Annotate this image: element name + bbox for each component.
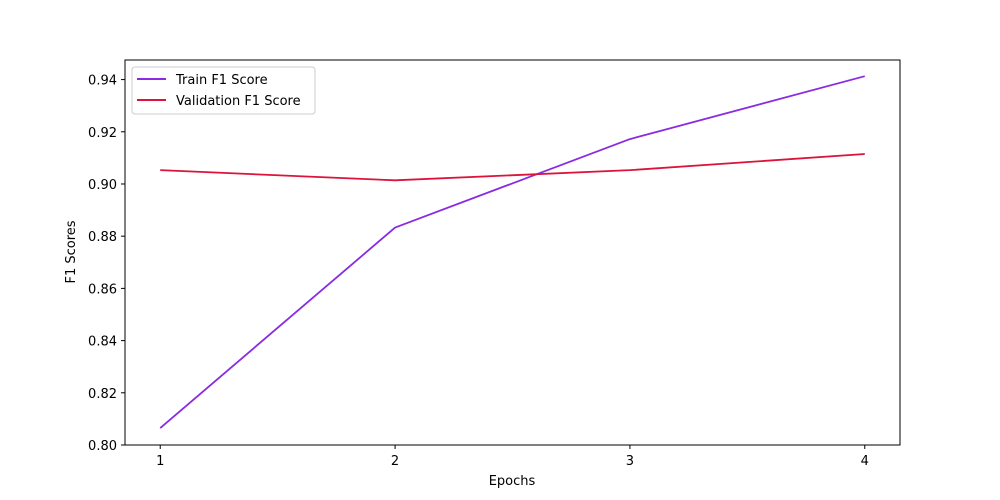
legend-label-validation: Validation F1 Score [176,94,301,109]
train-f1-line [159,75,866,429]
plot-frame [124,59,901,446]
y-tick-label: 0.82 [88,387,117,402]
y-tick-label: 0.92 [88,126,117,141]
x-tick-label: 2 [391,454,399,469]
y-tick-label: 0.88 [88,230,117,245]
x-tick-label: 1 [156,454,164,469]
y-axis-title: F1 Scores [64,220,79,283]
y-tick-label: 0.84 [88,335,117,350]
series-layer [159,75,866,429]
x-axis-title: Epochs [489,474,536,489]
y-tick-label: 0.90 [88,178,117,193]
x-axis-ticks: 1 2 3 4 [156,445,869,469]
y-tick-label: 0.80 [88,439,117,454]
legend-box [131,66,316,115]
validation-f1-line [160,153,865,182]
x-tick-label: 4 [861,454,869,469]
legend: Train F1 Score Validation F1 Score [131,66,316,115]
legend-label-train: Train F1 Score [175,73,268,88]
y-axis-ticks: 0.80 0.82 0.84 0.86 0.88 0.90 0.92 0.94 [88,74,125,454]
x-tick-label: 3 [626,454,634,469]
y-tick-label: 0.86 [88,282,117,297]
y-tick-label: 0.94 [88,74,117,89]
